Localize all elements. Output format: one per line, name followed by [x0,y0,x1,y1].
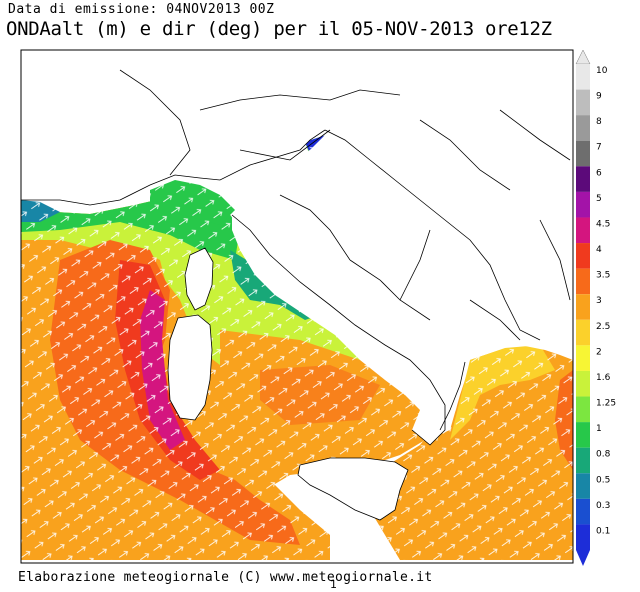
page-number: 1 [330,578,337,591]
legend-swatch [576,64,590,90]
legend-label: 5 [596,194,602,204]
issue-date: Data di emissione: 04NOV2013 00Z [8,2,275,17]
legend-swatch [576,191,590,218]
footer-credit: Elaborazione meteogiornale (C) www.meteo… [18,570,433,585]
legend-label: 0.8 [596,450,611,460]
legend-label: 4 [596,245,602,255]
legend-swatch [576,396,590,423]
legend-label: 1 [596,424,602,434]
legend-label: 3 [596,296,602,306]
legend-label: 4.5 [596,219,610,229]
legend-top-arrow [575,49,591,65]
map-area [21,50,573,563]
legend-swatch [576,473,590,499]
legend-swatch [576,524,590,550]
legend-swatch [576,115,590,141]
legend-swatch [576,370,590,397]
map-frame [20,49,574,564]
legend-label: 1.6 [596,373,611,383]
legend-label: 2 [596,347,602,357]
legend-label: 2.5 [596,322,610,332]
legend-label: 6 [596,168,602,178]
legend-label: 0.1 [596,526,610,536]
legend-swatch [576,345,590,371]
legend-swatch [576,498,590,525]
legend-swatch [576,422,590,448]
legend-label: 3.5 [596,271,610,281]
legend-label: 0.3 [596,501,610,511]
legend-swatch [576,268,590,295]
legend-swatch [576,243,590,269]
legend-swatch [576,89,590,116]
legend-swatch [576,217,590,244]
legend-swatch [576,166,590,192]
legend-label: 0.5 [596,475,610,485]
legend-label: 10 [596,66,608,76]
legend-label: 9 [596,92,602,102]
legend-swatch [576,447,590,474]
legend-label: 8 [596,117,602,127]
legend-swatch [576,140,590,167]
legend-label: 1.25 [596,399,616,409]
legend-swatch [576,319,590,346]
legend-label: 7 [596,143,602,153]
legend-bottom-arrow [576,550,590,566]
map-title: ONDAalt (m) e dir (deg) per il 05-NOV-20… [6,18,552,40]
legend-swatch [576,294,590,320]
